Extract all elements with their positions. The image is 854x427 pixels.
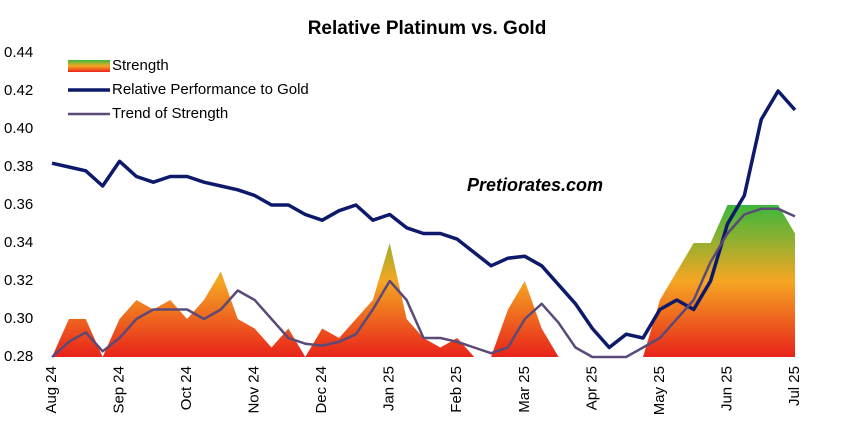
series-line xyxy=(51,207,796,359)
series-line xyxy=(51,89,797,350)
x-tick-label: Dec 24 xyxy=(313,366,330,414)
legend-label: Relative Performance to Gold xyxy=(112,81,309,98)
x-tick-label: Feb 25 xyxy=(448,366,465,413)
x-tick-label: Sep 24 xyxy=(111,366,128,414)
legend-swatch xyxy=(68,60,110,72)
x-tick-label: Jan 25 xyxy=(381,366,398,411)
y-tick-label: 0.28 xyxy=(4,348,33,365)
x-tick-label: Apr 25 xyxy=(583,366,600,410)
chart-title: Relative Platinum vs. Gold xyxy=(308,18,547,39)
watermark: Pretiorates.com xyxy=(467,175,603,195)
x-tick-label: Jul 25 xyxy=(786,366,803,406)
legend-label: Strength xyxy=(112,57,169,74)
x-tick-label: Nov 24 xyxy=(246,366,263,414)
x-tick-label: Aug 24 xyxy=(43,366,60,414)
x-tick-label: Oct 24 xyxy=(178,366,195,410)
y-tick-label: 0.32 xyxy=(4,272,33,289)
y-tick-label: 0.34 xyxy=(4,234,33,251)
x-tick-label: Jun 25 xyxy=(718,366,735,411)
strength-area xyxy=(52,205,795,357)
y-tick-label: 0.40 xyxy=(4,120,33,137)
y-tick-label: 0.42 xyxy=(4,82,33,99)
y-tick-label: 0.30 xyxy=(4,310,33,327)
legend-label: Trend of Strength xyxy=(112,105,228,122)
y-tick-label: 0.38 xyxy=(4,158,33,175)
y-tick-label: 0.44 xyxy=(4,44,33,61)
y-tick-label: 0.36 xyxy=(4,196,33,213)
x-tick-label: Mar 25 xyxy=(516,366,533,413)
x-tick-label: May 25 xyxy=(651,366,668,415)
